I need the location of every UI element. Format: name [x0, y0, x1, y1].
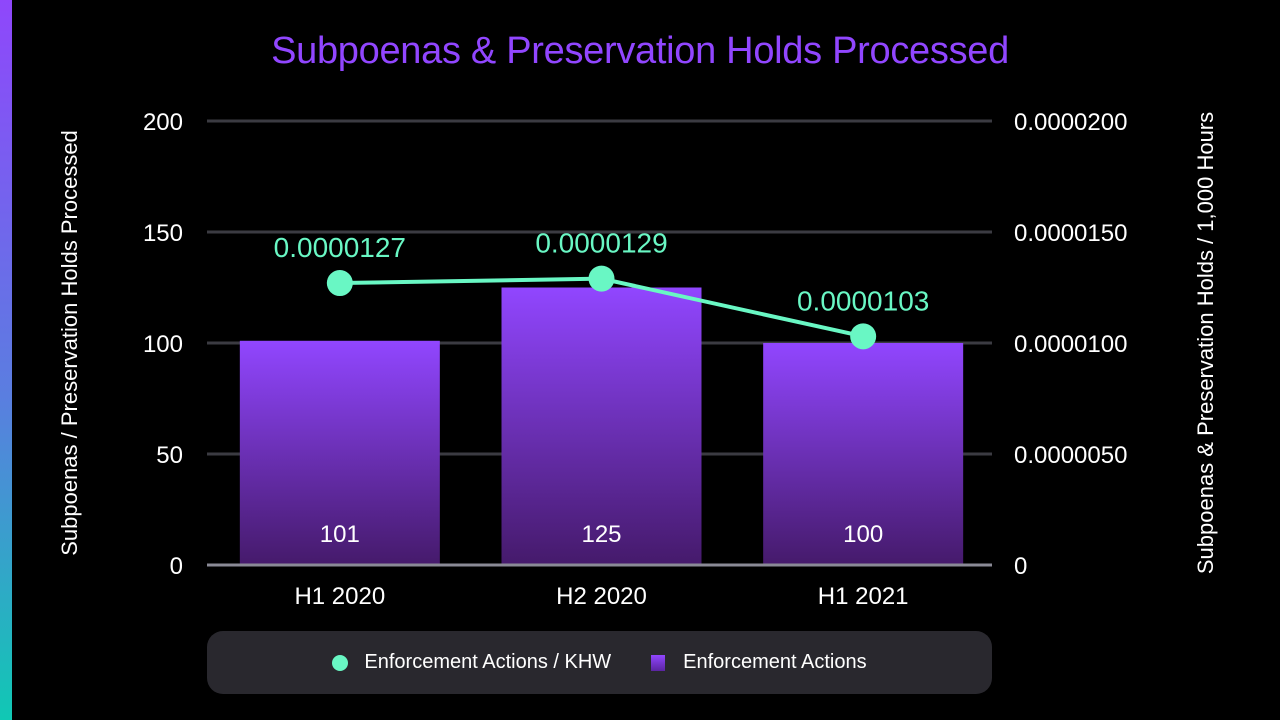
accent-bar [0, 0, 12, 720]
y-axis-right-label: Subpoenas & Preservation Holds / 1,000 H… [1193, 111, 1218, 575]
y-right-tick-label: 0 [1014, 553, 1027, 580]
y-right-tick-label: 0.0000100 [1014, 331, 1127, 358]
rate-value-label: 0.0000103 [797, 285, 929, 316]
rate-point[interactable] [588, 265, 615, 292]
y-axis-left-label: Subpoenas / Preservation Holds Processed [57, 130, 82, 556]
y-right-tick-label: 0.0000150 [1014, 220, 1127, 247]
legend-label: Enforcement Actions / KHW [364, 651, 612, 673]
bar-value-label: 125 [581, 521, 621, 548]
y-right-tick-label: 0.0000200 [1014, 109, 1127, 136]
y-left-tick-label: 200 [143, 109, 183, 136]
legend-item-count[interactable]: Enforcement Actions [651, 651, 867, 674]
legend: Enforcement Actions / KHW Enforcement Ac… [207, 631, 992, 694]
bar-value-label: 100 [843, 521, 883, 548]
bar[interactable] [763, 343, 964, 565]
bar-value-label: 101 [320, 521, 360, 548]
bar[interactable] [501, 287, 702, 566]
x-tick-label: H1 2020 [294, 583, 385, 610]
bar[interactable] [239, 340, 440, 565]
rate-point[interactable] [326, 270, 353, 297]
rate-value-label: 0.0000129 [535, 228, 667, 259]
y-left-tick-label: 0 [170, 553, 183, 580]
y-left-tick-label: 100 [143, 331, 183, 358]
rate-point[interactable] [850, 323, 877, 350]
legend-item-rate[interactable]: Enforcement Actions / KHW [332, 651, 611, 674]
circle-marker-icon [332, 654, 349, 671]
chart-title: Subpoenas & Preservation Holds Processed [271, 30, 1009, 72]
square-marker-icon [651, 654, 666, 671]
y-right-tick-label: 0.0000050 [1014, 442, 1127, 469]
y-left-tick-label: 50 [156, 442, 183, 469]
legend-label: Enforcement Actions [683, 651, 867, 673]
x-tick-label: H1 2021 [818, 583, 909, 610]
rate-value-label: 0.0000127 [274, 232, 406, 263]
x-tick-label: H2 2020 [556, 583, 647, 610]
y-left-tick-label: 150 [143, 220, 183, 247]
